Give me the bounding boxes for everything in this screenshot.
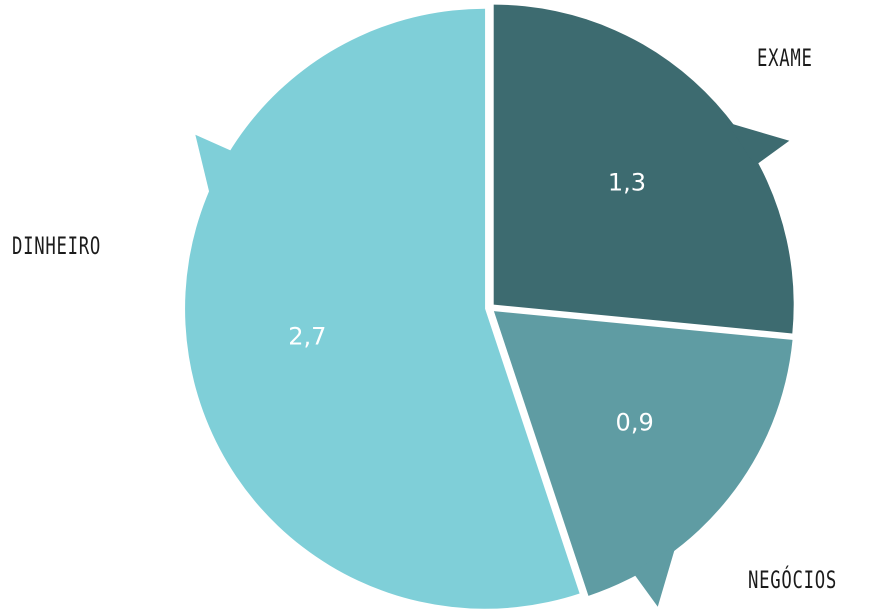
pie-slices	[185, 4, 794, 609]
pie-slice-2	[185, 8, 580, 609]
callout-pointer-2	[195, 134, 235, 198]
value-labels: 1,3 0,9 2,7	[288, 169, 653, 437]
pie-slice-0	[493, 4, 794, 334]
category-label-dinheiro: DINHEIRO	[12, 232, 101, 260]
callout-pointer-0	[726, 122, 790, 166]
category-label-negocios: NEGÓCIOS	[748, 566, 837, 594]
value-label-1: 0,9	[616, 408, 654, 436]
callout-pointer-1	[632, 544, 677, 607]
value-label-2: 2,7	[288, 323, 326, 351]
value-label-0: 1,3	[608, 169, 646, 197]
pie-slice-1	[493, 311, 793, 596]
category-label-exame: EXAME	[757, 44, 813, 72]
